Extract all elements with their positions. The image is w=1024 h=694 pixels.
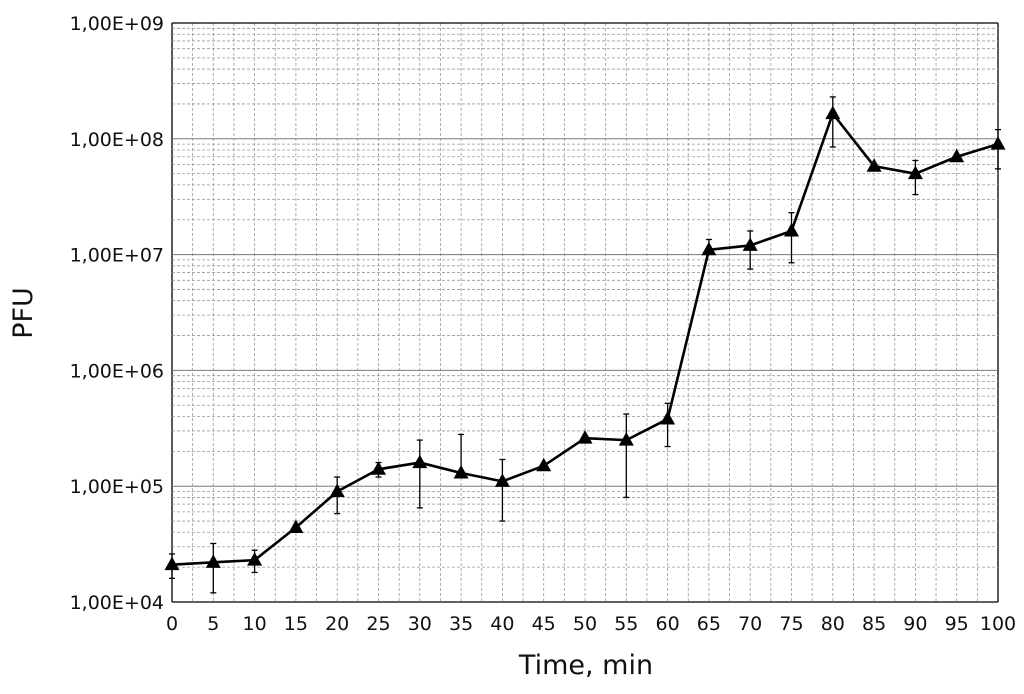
y-tick-label: 1,00E+08 [70, 129, 164, 151]
x-tick-label: 60 [656, 613, 680, 635]
data-point-marker [907, 165, 923, 180]
x-tick-label: 55 [614, 613, 638, 635]
data-point-marker [247, 552, 263, 566]
gridlines [171, 22, 999, 603]
x-tick-label: 65 [697, 613, 721, 635]
y-tick-label: 1,00E+04 [70, 592, 164, 614]
data-point-marker [825, 105, 841, 120]
y-axis-title: PFU [8, 287, 39, 339]
data-point-marker [742, 237, 758, 251]
data-point-marker [701, 241, 717, 256]
y-axis-tick-labels: 1,00E+04 1,00E+05 1,00E+06 1,00E+07 1,00E+08… [70, 13, 164, 614]
x-tick-label: 80 [821, 613, 845, 635]
data-point-marker [660, 411, 676, 425]
data-point-marker [784, 222, 799, 237]
x-tick-label: 5 [207, 613, 219, 635]
data-point-marker [494, 473, 510, 487]
data-point-marker [329, 483, 345, 497]
x-tick-label: 45 [532, 613, 556, 635]
x-axis-title: Time, min [518, 650, 653, 681]
data-point-marker [536, 457, 552, 472]
x-tick-label: 40 [490, 613, 514, 635]
y-tick-label: 1,00E+05 [70, 476, 164, 498]
x-tick-label: 85 [862, 613, 886, 635]
data-point-marker [288, 519, 304, 533]
x-tick-label: 25 [366, 613, 390, 635]
x-tick-label: 20 [325, 613, 349, 635]
data-point-marker [371, 461, 386, 475]
x-tick-label: 50 [573, 613, 597, 635]
x-axis-tick-labels: 0 5 10 15 20 25 30 35 40 45 50 55 60 65 70 75 80 85 90 95 10… [166, 613, 1016, 635]
data-point-marker [453, 465, 469, 479]
x-tick-label: 100 [980, 613, 1016, 635]
y-tick-label: 1,00E+09 [70, 13, 164, 35]
x-tick-label: 0 [166, 613, 178, 635]
x-tick-label: 90 [903, 613, 927, 635]
data-point-marker [618, 432, 634, 446]
x-tick-label: 10 [243, 613, 267, 635]
y-tick-label: 1,00E+07 [70, 245, 164, 267]
data-point-marker [990, 136, 1006, 150]
x-tick-label: 30 [408, 613, 432, 635]
x-tick-label: 35 [449, 613, 473, 635]
y-tick-label: 1,00E+06 [70, 360, 164, 382]
data-point-marker [164, 556, 180, 571]
plot-series [164, 96, 1006, 594]
x-tick-label: 95 [945, 613, 969, 635]
data-point-marker [412, 454, 428, 469]
x-tick-label: 70 [738, 613, 762, 635]
data-point-marker [205, 554, 221, 568]
data-point-marker [866, 158, 882, 172]
data-point-marker [577, 430, 593, 444]
x-tick-label: 75 [779, 613, 803, 635]
x-tick-label: 15 [284, 613, 308, 635]
data-point-marker [949, 148, 965, 163]
